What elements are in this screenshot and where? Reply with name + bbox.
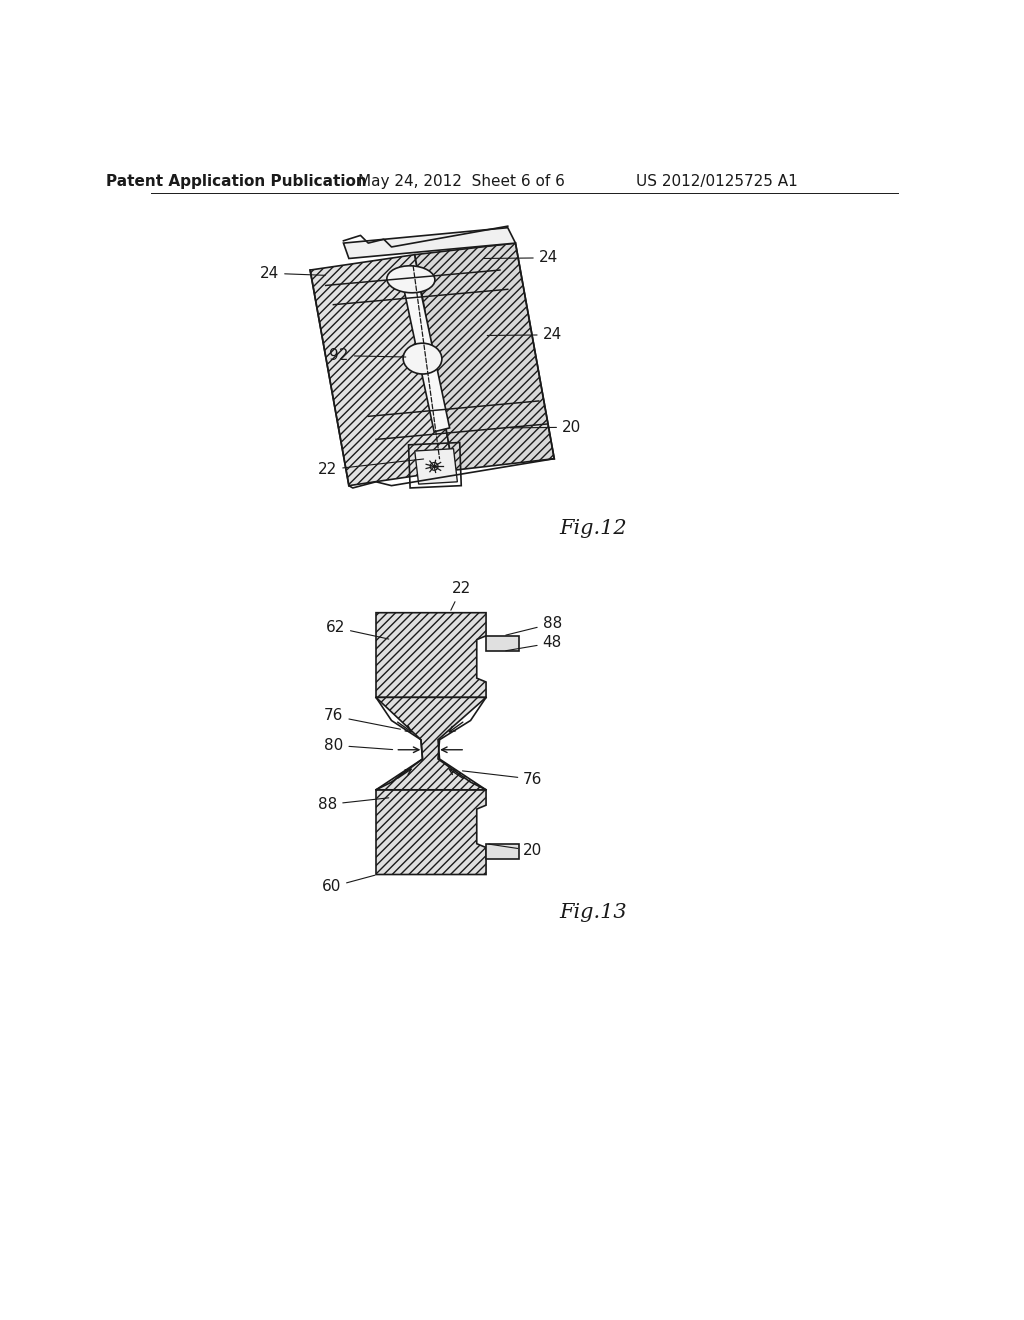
- Polygon shape: [486, 843, 519, 859]
- Text: May 24, 2012  Sheet 6 of 6: May 24, 2012 Sheet 6 of 6: [357, 174, 564, 189]
- Text: Fig.12: Fig.12: [559, 519, 627, 537]
- Text: 24: 24: [483, 251, 558, 265]
- Text: 48: 48: [506, 635, 562, 651]
- Text: Patent Application Publication: Patent Application Publication: [106, 174, 367, 189]
- Ellipse shape: [387, 265, 435, 293]
- Polygon shape: [376, 697, 486, 789]
- Text: 88: 88: [318, 797, 389, 812]
- Polygon shape: [343, 227, 515, 259]
- Polygon shape: [376, 789, 486, 875]
- Text: 24: 24: [260, 265, 326, 281]
- Text: 20: 20: [488, 843, 543, 858]
- Text: 22: 22: [451, 581, 471, 610]
- Text: 88: 88: [506, 616, 562, 635]
- Text: US 2012/0125725 A1: US 2012/0125725 A1: [636, 174, 798, 189]
- Text: 76: 76: [463, 771, 543, 787]
- Text: 22: 22: [318, 459, 424, 477]
- Text: 20: 20: [511, 420, 582, 434]
- Text: Fig.13: Fig.13: [559, 903, 627, 923]
- Text: 60: 60: [322, 875, 375, 895]
- Ellipse shape: [403, 343, 442, 374]
- Polygon shape: [376, 612, 486, 697]
- Text: 24: 24: [487, 327, 562, 342]
- Polygon shape: [415, 243, 554, 470]
- Polygon shape: [403, 281, 450, 432]
- Circle shape: [430, 462, 438, 470]
- Polygon shape: [486, 636, 519, 651]
- Text: 76: 76: [324, 709, 400, 729]
- Text: 80: 80: [325, 738, 392, 752]
- Polygon shape: [310, 255, 454, 486]
- Polygon shape: [415, 449, 458, 484]
- Text: 62: 62: [326, 620, 389, 639]
- Text: 92: 92: [330, 348, 406, 363]
